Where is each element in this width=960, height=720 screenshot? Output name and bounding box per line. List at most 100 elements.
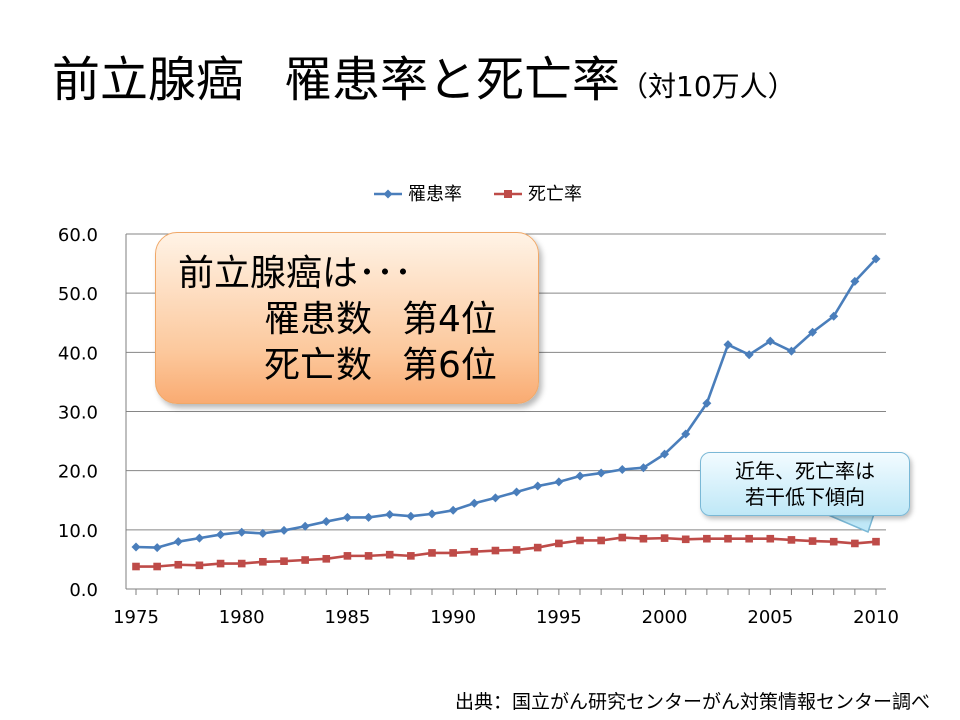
data-point-mortality xyxy=(597,536,605,545)
x-tick-label: 1990 xyxy=(430,607,476,628)
x-tick-label: 1975 xyxy=(113,607,159,628)
data-point-incidence xyxy=(660,449,670,459)
data-point-incidence xyxy=(702,398,712,408)
x-tick-label: 1980 xyxy=(219,607,265,628)
source-citation: 出典：国立がん研究センターがん対策情報センター調べ xyxy=(454,691,930,713)
data-point-incidence xyxy=(638,463,648,473)
data-point-incidence xyxy=(321,517,331,527)
data-point-mortality xyxy=(364,552,373,560)
x-tick-label: 2005 xyxy=(747,607,793,628)
incidence-rank: 第4位 xyxy=(402,299,497,340)
series-group xyxy=(131,254,881,571)
series-mortality xyxy=(132,533,880,571)
data-point-incidence xyxy=(829,311,839,321)
data-point-mortality xyxy=(851,539,859,548)
data-point-mortality xyxy=(555,539,563,548)
x-tick-labels: 1975 1980 1985 1990 1995 2000 2005 2010 xyxy=(113,607,899,628)
legend-label-incidence: 罹患率 xyxy=(408,184,462,205)
series-incidence xyxy=(131,254,881,553)
data-point-mortality xyxy=(195,561,204,570)
data-point-mortality xyxy=(618,533,627,542)
y-tick-label: 30.0 xyxy=(58,403,98,424)
data-point-incidence xyxy=(194,533,204,543)
data-point-mortality xyxy=(153,562,161,571)
data-point-incidence xyxy=(300,521,310,531)
data-point-mortality xyxy=(576,536,584,545)
data-point-mortality xyxy=(216,559,225,568)
callout-prostate-rank: 前立腺癌は･･･ 罹患数 第4位 死亡数 第6位 xyxy=(155,232,539,404)
data-point-incidence xyxy=(596,468,606,478)
y-tick-label: 50.0 xyxy=(58,284,98,305)
data-point-incidence xyxy=(385,509,395,519)
data-point-incidence xyxy=(765,336,775,346)
data-point-mortality xyxy=(174,560,183,569)
note-line-1: 近年、死亡率は xyxy=(735,459,875,483)
data-point-mortality xyxy=(787,536,796,544)
x-tick-label: 2010 xyxy=(853,607,899,628)
data-point-mortality xyxy=(449,549,457,557)
data-point-mortality xyxy=(280,557,288,565)
data-point-incidence xyxy=(723,340,733,350)
data-point-incidence xyxy=(850,276,860,286)
legend: 罹患率 死亡率 xyxy=(374,184,582,205)
data-point-incidence xyxy=(808,327,818,337)
data-point-incidence xyxy=(575,471,585,481)
data-point-incidence xyxy=(681,429,691,439)
data-point-mortality xyxy=(533,543,542,552)
data-point-mortality xyxy=(703,534,711,543)
data-point-mortality xyxy=(470,547,479,556)
data-point-mortality xyxy=(491,546,500,555)
x-tick-marks xyxy=(135,589,877,595)
x-tick-label: 2000 xyxy=(642,607,688,628)
legend-label-mortality: 死亡率 xyxy=(528,184,582,205)
data-point-incidence xyxy=(237,527,247,537)
data-point-mortality xyxy=(301,556,309,564)
data-point-incidence xyxy=(617,464,627,474)
y-tick-label: 40.0 xyxy=(58,343,98,364)
data-point-incidence xyxy=(448,505,458,515)
series-line-mortality xyxy=(136,536,877,568)
data-point-incidence xyxy=(469,498,479,508)
data-point-mortality xyxy=(407,552,415,560)
mortality-rank: 第6位 xyxy=(402,345,497,386)
data-point-mortality xyxy=(428,549,436,557)
data-point-incidence xyxy=(152,543,162,553)
data-point-mortality xyxy=(808,537,817,545)
data-point-mortality xyxy=(259,557,267,566)
data-point-incidence xyxy=(427,509,437,519)
y-tick-label: 60.0 xyxy=(58,225,98,246)
data-point-incidence xyxy=(364,512,374,522)
slide-title: 前立腺癌 罹患率と死亡率（対10万人） xyxy=(52,56,932,104)
data-point-incidence xyxy=(533,481,543,491)
x-tick-label: 1995 xyxy=(536,607,582,628)
y-tick-labels: 0.0 10.0 20.0 30.0 40.0 50.0 60.0 xyxy=(58,225,98,601)
callout-line-3: 死亡数 第6位 xyxy=(178,343,538,389)
title-unit: （対10万人） xyxy=(620,70,796,103)
title-subject: 罹患率と死亡率 xyxy=(284,52,621,108)
x-tick-label: 1985 xyxy=(325,607,371,628)
title-main: 前立腺癌 xyxy=(52,52,245,108)
data-point-mortality xyxy=(766,534,775,543)
data-point-mortality xyxy=(724,534,732,543)
data-point-incidence xyxy=(342,512,352,522)
legend-marker-incidence xyxy=(383,189,393,199)
legend-marker-mortality xyxy=(504,190,512,198)
y-tick-label: 20.0 xyxy=(58,462,98,483)
callout-line-1: 前立腺癌は･･･ xyxy=(178,253,413,294)
data-point-incidence xyxy=(216,530,226,540)
data-point-incidence xyxy=(490,493,500,503)
mortality-count-label: 死亡数 xyxy=(264,345,373,386)
callout-line-2: 罹患数 第4位 xyxy=(178,297,538,343)
data-point-mortality xyxy=(512,546,521,554)
data-point-mortality xyxy=(660,534,669,542)
data-point-mortality xyxy=(322,555,331,563)
note-line-2: 若干低下傾向 xyxy=(745,485,865,509)
y-tick-label: 0.0 xyxy=(69,580,98,601)
incidence-count-label: 罹患数 xyxy=(264,299,373,340)
data-point-mortality xyxy=(829,537,838,546)
data-point-mortality xyxy=(343,552,352,560)
data-point-mortality xyxy=(385,550,394,559)
y-tick-label: 10.0 xyxy=(58,521,98,542)
data-point-incidence xyxy=(744,350,754,360)
data-point-mortality xyxy=(681,535,690,544)
